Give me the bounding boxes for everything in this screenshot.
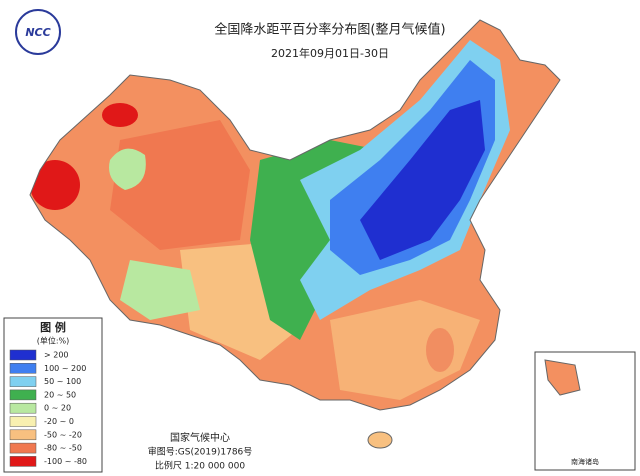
footer-org: 国家气候中心: [170, 431, 230, 444]
legend-label: 50 ~ 100: [44, 377, 81, 386]
subtitle: 2021年09月01日-30日: [271, 46, 389, 60]
legend-items: > 200 100 ~ 200 50 ~ 100 20 ~ 50 0 ~ 20 -20 ~…: [9, 349, 87, 467]
legend-swatch: [9, 349, 37, 361]
footer-approval: 审图号:GS(2019)1786号: [148, 446, 253, 458]
hainan: [367, 431, 393, 449]
legend-swatch: [9, 376, 37, 387]
legend-swatch: [9, 389, 37, 401]
legend-label: -20 ~ 0: [44, 417, 74, 426]
inset-land: [544, 359, 581, 396]
legend-swatch: [9, 442, 37, 454]
legend-swatch: [9, 456, 37, 467]
legend-swatch: [9, 363, 37, 374]
china-border: [29, 19, 561, 411]
legend-label: 20 ~ 50: [44, 390, 76, 399]
legend-title: 图 例: [40, 320, 66, 334]
legend-label: -50 ~ -20: [44, 430, 82, 439]
legend-swatch: [9, 402, 37, 414]
legend-label: 0 ~ 20: [44, 404, 71, 413]
logo: [15, 9, 61, 55]
legend-swatch: [9, 416, 37, 427]
footer-scale: 比例尺 1:20 000 000: [155, 460, 245, 472]
logo-text: NCC: [25, 26, 50, 39]
legend-label: 100 ~ 200: [44, 364, 86, 373]
title: 全国降水距平百分率分布图(整月气候值): [214, 22, 445, 38]
inset-label: 南海诸岛: [571, 457, 599, 466]
legend-unit: (单位:%): [37, 336, 70, 346]
legend-label: > 200: [44, 351, 69, 360]
legend-swatch: [9, 429, 37, 441]
legend-label: -100 ~ -80: [44, 457, 87, 466]
legend-label: -80 ~ -50: [44, 444, 82, 453]
